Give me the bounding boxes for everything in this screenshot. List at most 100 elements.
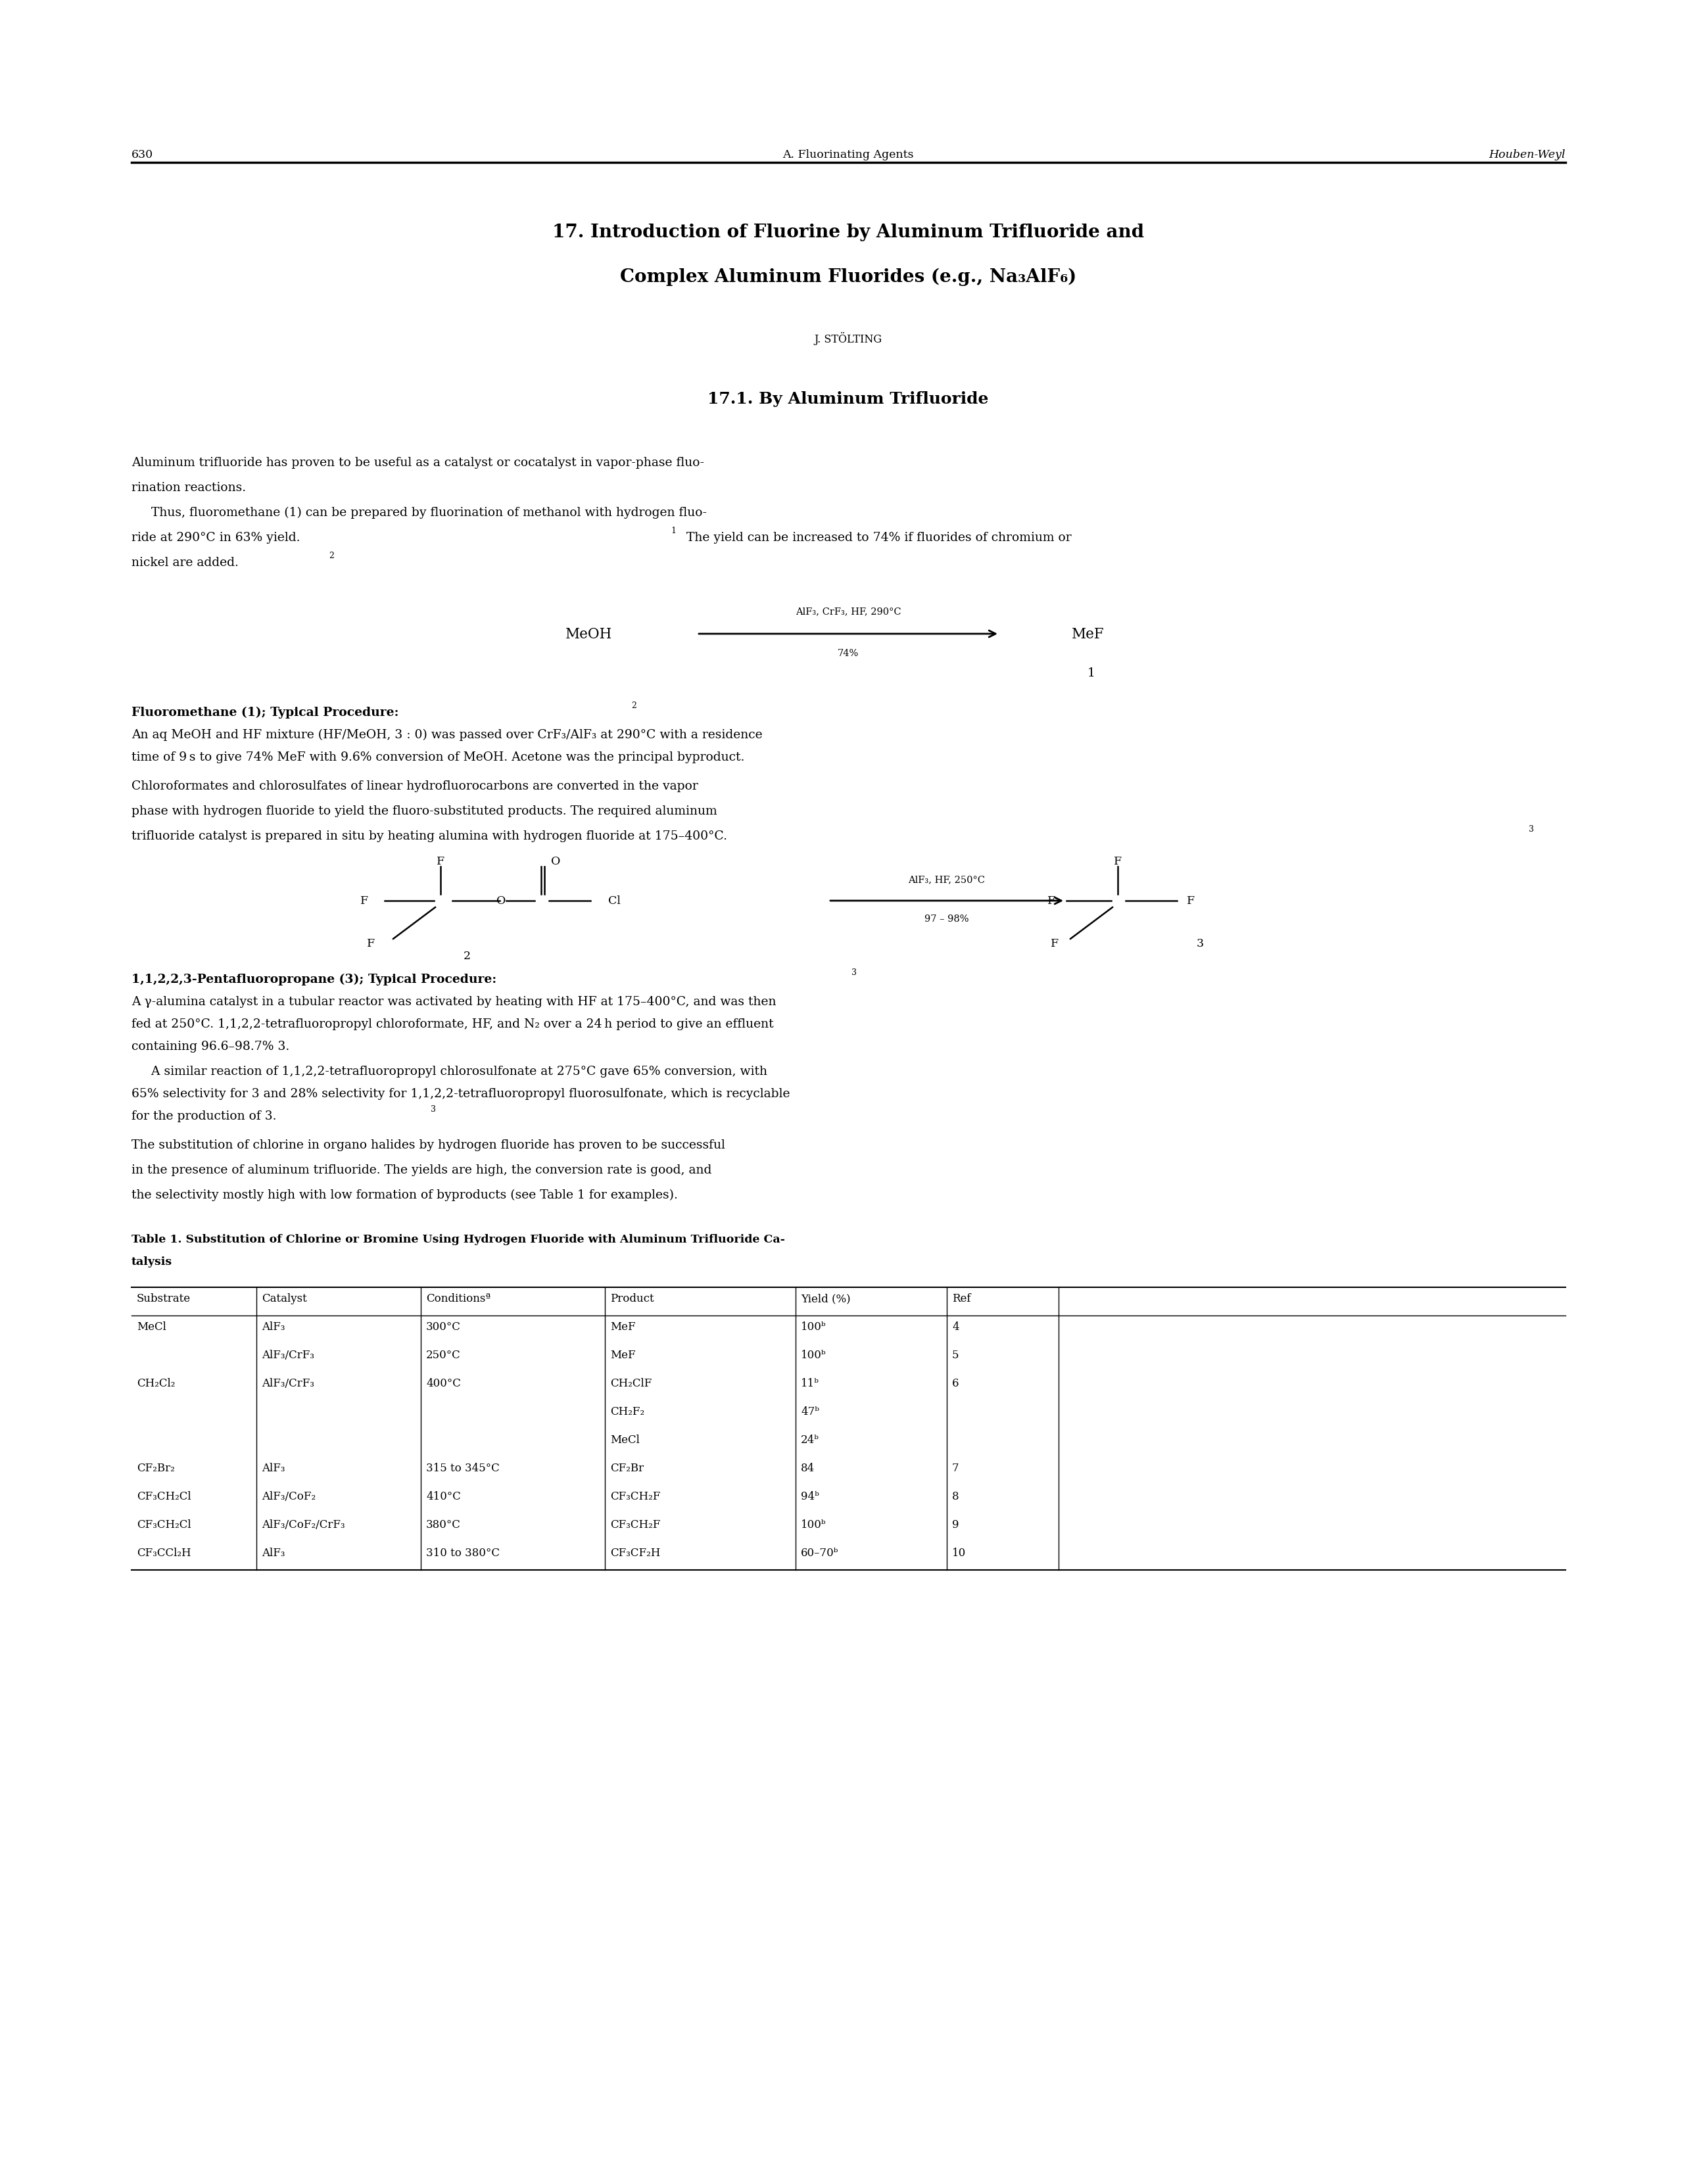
- Text: CF₃CCl₂H: CF₃CCl₂H: [137, 1546, 192, 1559]
- Text: 17.1. By Aluminum Trifluoride: 17.1. By Aluminum Trifluoride: [708, 391, 989, 406]
- Text: 315 to 345°C: 315 to 345°C: [426, 1463, 499, 1474]
- Text: Substrate: Substrate: [137, 1293, 190, 1304]
- Text: 2: 2: [631, 701, 636, 710]
- Text: Ref: Ref: [952, 1293, 971, 1304]
- Text: AlF₃/CoF₂: AlF₃/CoF₂: [261, 1492, 316, 1503]
- Text: A similar reaction of 1,1,2,2-tetrafluoropropyl chlorosulfonate at 275°C gave 65: A similar reaction of 1,1,2,2-tetrafluor…: [131, 1066, 767, 1077]
- Text: Complex Aluminum Fluorides (e.g., Na₃AlF₆): Complex Aluminum Fluorides (e.g., Na₃AlF…: [619, 269, 1076, 286]
- Text: F: F: [1113, 856, 1122, 867]
- Text: 3: 3: [1529, 826, 1534, 834]
- Text: 310 to 380°C: 310 to 380°C: [426, 1546, 499, 1559]
- Text: CF₃CH₂Cl: CF₃CH₂Cl: [137, 1492, 192, 1503]
- Text: 3: 3: [852, 968, 857, 976]
- Text: 100ᵇ: 100ᵇ: [801, 1350, 826, 1361]
- Text: F: F: [1186, 895, 1195, 906]
- Text: nickel are added.: nickel are added.: [131, 557, 239, 568]
- Text: Chloroformates and chlorosulfates of linear hydrofluorocarbons are converted in : Chloroformates and chlorosulfates of lin…: [131, 780, 697, 793]
- Text: Product: Product: [611, 1293, 653, 1304]
- Text: containing 96.6–98.7% 3.: containing 96.6–98.7% 3.: [131, 1040, 290, 1053]
- Text: J. STÖLTING: J. STÖLTING: [815, 332, 882, 345]
- Text: CF₃CH₂F: CF₃CH₂F: [611, 1492, 660, 1503]
- Text: 47ᵇ: 47ᵇ: [801, 1406, 820, 1417]
- Text: 7: 7: [952, 1463, 959, 1474]
- Text: 9: 9: [952, 1518, 959, 1531]
- Text: 1,1,2,2,3-Pentafluoropropane (3); Typical Procedure:: 1,1,2,2,3-Pentafluoropropane (3); Typica…: [131, 974, 497, 985]
- Text: AlF₃: AlF₃: [261, 1321, 285, 1332]
- Text: talysis: talysis: [131, 1256, 173, 1267]
- Text: 250°C: 250°C: [426, 1350, 462, 1361]
- Text: 24ᵇ: 24ᵇ: [801, 1435, 820, 1446]
- Text: 94ᵇ: 94ᵇ: [801, 1492, 820, 1503]
- Text: F: F: [1050, 939, 1059, 950]
- Text: Yield (%): Yield (%): [801, 1293, 850, 1304]
- Text: 4: 4: [952, 1321, 959, 1332]
- Text: ride at 290°C in 63% yield.: ride at 290°C in 63% yield.: [131, 531, 300, 544]
- Text: O: O: [552, 856, 560, 867]
- Text: 5: 5: [952, 1350, 959, 1361]
- Text: MeF: MeF: [1073, 627, 1105, 642]
- Text: Cl: Cl: [608, 895, 621, 906]
- Text: 74%: 74%: [838, 649, 859, 657]
- Text: the selectivity mostly high with low formation of byproducts (see Table 1 for ex: the selectivity mostly high with low for…: [131, 1188, 677, 1201]
- Text: 400°C: 400°C: [426, 1378, 462, 1389]
- Text: MeF: MeF: [611, 1321, 636, 1332]
- Text: MeCl: MeCl: [137, 1321, 166, 1332]
- Text: 2: 2: [329, 550, 334, 559]
- Text: CF₂Br₂: CF₂Br₂: [137, 1463, 175, 1474]
- Text: CF₃CH₂F: CF₃CH₂F: [611, 1518, 660, 1531]
- Text: The yield can be increased to 74% if fluorides of chromium or: The yield can be increased to 74% if flu…: [682, 531, 1071, 544]
- Text: AlF₃, CrF₃, HF, 290°C: AlF₃, CrF₃, HF, 290°C: [796, 607, 901, 616]
- Text: 380°C: 380°C: [426, 1518, 462, 1531]
- Text: An aq MeOH and HF mixture (HF/MeOH, 3 : 0) was passed over CrF₃/AlF₃ at 290°C wi: An aq MeOH and HF mixture (HF/MeOH, 3 : …: [131, 729, 762, 740]
- Text: AlF₃/CrF₃: AlF₃/CrF₃: [261, 1350, 314, 1361]
- Text: 60–70ᵇ: 60–70ᵇ: [801, 1546, 838, 1559]
- Text: F: F: [436, 856, 445, 867]
- Text: 1: 1: [670, 526, 675, 535]
- Text: Houben-Weyl: Houben-Weyl: [1488, 149, 1566, 159]
- Text: 8: 8: [952, 1492, 959, 1503]
- Text: 65% selectivity for 3 and 28% selectivity for 1,1,2,2-tetrafluoropropyl fluorosu: 65% selectivity for 3 and 28% selectivit…: [131, 1088, 791, 1099]
- Text: Thus, fluoromethane (1) can be prepared by fluorination of methanol with hydroge: Thus, fluoromethane (1) can be prepared …: [131, 507, 708, 520]
- Text: Conditionsª: Conditionsª: [426, 1293, 490, 1304]
- Text: 100ᵇ: 100ᵇ: [801, 1518, 826, 1531]
- Text: 11ᵇ: 11ᵇ: [801, 1378, 820, 1389]
- Text: in the presence of aluminum trifluoride. The yields are high, the conversion rat: in the presence of aluminum trifluoride.…: [131, 1164, 711, 1175]
- Text: 630: 630: [131, 149, 153, 159]
- Text: AlF₃: AlF₃: [261, 1546, 285, 1559]
- Text: O: O: [497, 895, 506, 906]
- Text: CF₃CF₂H: CF₃CF₂H: [611, 1546, 660, 1559]
- Text: 6: 6: [952, 1378, 959, 1389]
- Text: F: F: [367, 939, 375, 950]
- Text: CH₂ClF: CH₂ClF: [611, 1378, 652, 1389]
- Text: 10: 10: [952, 1546, 966, 1559]
- Text: CH₂F₂: CH₂F₂: [611, 1406, 645, 1417]
- Text: F: F: [1047, 895, 1056, 906]
- Text: Table 1. Substitution of Chlorine or Bromine Using Hydrogen Fluoride with Alumin: Table 1. Substitution of Chlorine or Bro…: [131, 1234, 786, 1245]
- Text: MeCl: MeCl: [611, 1435, 640, 1446]
- Text: MeF: MeF: [611, 1350, 636, 1361]
- Text: fed at 250°C. 1,1,2,2-tetrafluoropropyl chloroformate, HF, and N₂ over a 24 h pe: fed at 250°C. 1,1,2,2-tetrafluoropropyl …: [131, 1018, 774, 1031]
- Text: 17. Introduction of Fluorine by Aluminum Trifluoride and: 17. Introduction of Fluorine by Aluminum…: [552, 223, 1144, 240]
- Text: AlF₃, HF, 250°C: AlF₃, HF, 250°C: [908, 876, 986, 885]
- Text: 1: 1: [1088, 666, 1095, 679]
- Text: Aluminum trifluoride has proven to be useful as a catalyst or cocatalyst in vapo: Aluminum trifluoride has proven to be us…: [131, 456, 704, 470]
- Text: CH₂Cl₂: CH₂Cl₂: [137, 1378, 175, 1389]
- Text: for the production of 3.: for the production of 3.: [131, 1109, 277, 1123]
- Text: 97 – 98%: 97 – 98%: [925, 915, 969, 924]
- Text: A γ-alumina catalyst in a tubular reactor was activated by heating with HF at 17: A γ-alumina catalyst in a tubular reacto…: [131, 996, 776, 1007]
- Text: AlF₃/CrF₃: AlF₃/CrF₃: [261, 1378, 314, 1389]
- Text: phase with hydrogen fluoride to yield the fluoro-substituted products. The requi: phase with hydrogen fluoride to yield th…: [131, 806, 718, 817]
- Text: 84: 84: [801, 1463, 815, 1474]
- Text: AlF₃: AlF₃: [261, 1463, 285, 1474]
- Text: MeOH: MeOH: [565, 627, 613, 642]
- Text: CF₃CH₂Cl: CF₃CH₂Cl: [137, 1518, 192, 1531]
- Text: 3: 3: [1196, 939, 1203, 950]
- Text: CF₂Br: CF₂Br: [611, 1463, 643, 1474]
- Text: AlF₃/CoF₂/CrF₃: AlF₃/CoF₂/CrF₃: [261, 1518, 344, 1531]
- Text: trifluoride catalyst is prepared in situ by heating alumina with hydrogen fluori: trifluoride catalyst is prepared in situ…: [131, 830, 728, 841]
- Text: 100ᵇ: 100ᵇ: [801, 1321, 826, 1332]
- Text: A. Fluorinating Agents: A. Fluorinating Agents: [782, 149, 913, 159]
- Text: Catalyst: Catalyst: [261, 1293, 307, 1304]
- Text: Fluoromethane (1); Typical Procedure:: Fluoromethane (1); Typical Procedure:: [131, 708, 399, 719]
- Text: F: F: [360, 895, 368, 906]
